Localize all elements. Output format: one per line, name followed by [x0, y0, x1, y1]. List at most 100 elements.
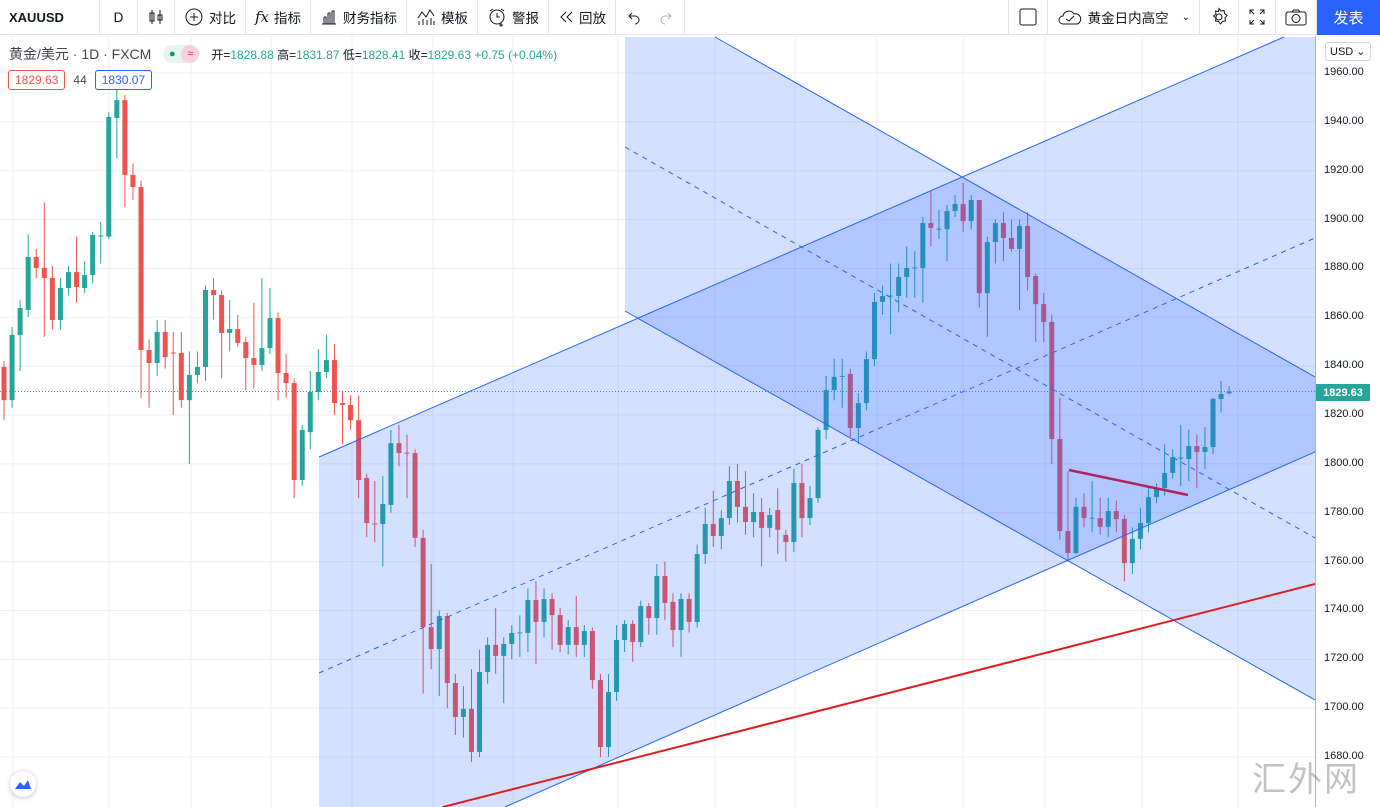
gear-icon	[1209, 7, 1229, 27]
candle-body	[904, 267, 910, 277]
templates-label: 模板	[441, 11, 469, 26]
candle-body	[775, 510, 781, 530]
candle	[372, 480, 378, 543]
financials-label: 财务指标	[343, 11, 398, 26]
interval-button[interactable]: D	[100, 0, 138, 35]
candle-body	[646, 606, 652, 619]
candle-body	[541, 598, 547, 622]
delayed-data-icon[interactable]: ≈	[181, 45, 200, 63]
high-label: 高=	[277, 47, 297, 62]
screenshot-button[interactable]	[1276, 0, 1317, 35]
candle	[9, 327, 15, 408]
candle-body	[912, 267, 918, 269]
candle	[920, 217, 926, 303]
compare-button[interactable]: 对比	[175, 0, 246, 35]
candle-body	[49, 277, 55, 320]
symbol-search-button[interactable]: XAUUSD	[0, 0, 100, 35]
settings-button[interactable]	[1200, 0, 1239, 35]
candle-body	[33, 256, 39, 268]
candle-body	[799, 482, 805, 519]
layout-name-label: 黄金日内高空	[1087, 11, 1169, 26]
candle	[146, 339, 152, 408]
candle-body	[283, 373, 289, 384]
candle	[307, 371, 313, 450]
candle	[855, 393, 861, 445]
buy-price-button[interactable]: 1830.07	[94, 70, 153, 90]
candle	[114, 90, 120, 159]
candle-body	[734, 480, 740, 507]
candle	[251, 302, 257, 389]
alert-button[interactable]: 警报	[478, 0, 550, 35]
candle	[178, 331, 184, 408]
candle-body	[243, 341, 249, 359]
candle	[710, 490, 716, 547]
candle	[1089, 480, 1095, 533]
candle	[1000, 212, 1006, 262]
chevron-down-icon: ⌄	[1181, 11, 1190, 23]
sell-price-button[interactable]: 1829.63	[8, 70, 66, 90]
price-chart[interactable]	[0, 36, 1315, 807]
candle-body	[1097, 518, 1103, 527]
candle-body	[9, 334, 15, 401]
candle-body	[638, 606, 644, 642]
candle	[871, 292, 877, 367]
candle-body	[1186, 446, 1192, 459]
templates-button[interactable]: 模板	[407, 0, 479, 35]
candle	[1194, 434, 1200, 489]
indicators-button[interactable]: fx 指标	[246, 0, 312, 35]
candle	[936, 209, 942, 240]
candle	[380, 476, 386, 567]
candle	[493, 608, 499, 674]
candle-body	[388, 443, 394, 505]
interval-label: D	[113, 9, 124, 25]
layout-select-button[interactable]	[1007, 0, 1048, 35]
candle	[831, 358, 837, 401]
redo-button[interactable]	[650, 0, 686, 35]
replay-button[interactable]: 回放	[549, 0, 617, 35]
candle-body	[694, 554, 700, 622]
candle	[847, 368, 853, 438]
candle	[90, 231, 96, 284]
candle	[960, 182, 966, 232]
candle-body	[533, 599, 539, 622]
candle	[315, 349, 321, 401]
candle-body	[1009, 237, 1014, 249]
candle-body	[364, 478, 370, 524]
candle-body	[839, 375, 845, 377]
publish-button[interactable]: 发表	[1317, 0, 1380, 35]
candle	[428, 564, 434, 670]
candle-body	[82, 275, 88, 288]
candle-body	[315, 372, 321, 393]
layout-name-button[interactable]: 黄金日内高空 ⌄	[1048, 0, 1200, 35]
candle-body	[573, 627, 579, 645]
candle-body	[98, 235, 104, 237]
current-price-label: 1829.63	[1316, 384, 1370, 401]
undo-button[interactable]	[616, 0, 650, 35]
candle	[557, 608, 563, 652]
candle-body	[525, 599, 531, 633]
price-axis[interactable]: 1960.00 1940.00 1920.00 1900.00 1880.00 1860.…	[1315, 36, 1380, 807]
candle	[807, 485, 813, 525]
financials-button[interactable]: 财务指标	[311, 0, 408, 35]
tradingview-logo-icon[interactable]	[10, 771, 36, 797]
candle	[203, 285, 208, 381]
candle	[984, 236, 990, 337]
drawings	[318, 36, 1315, 807]
candle	[49, 265, 55, 330]
candle	[340, 390, 346, 445]
candle	[1041, 292, 1047, 342]
fullscreen-button[interactable]	[1239, 0, 1276, 35]
candle	[718, 510, 724, 550]
candle-body	[654, 576, 660, 619]
candle	[904, 246, 910, 298]
candle-body	[41, 267, 47, 278]
currency-select[interactable]: USD ⌄	[1325, 42, 1371, 61]
chart-type-button[interactable]	[138, 0, 175, 35]
candle	[1057, 397, 1063, 540]
candle-body	[396, 443, 402, 454]
candle	[791, 468, 797, 552]
candle	[388, 429, 394, 513]
price-tick-label: 1920.00	[1324, 163, 1364, 176]
candle	[702, 507, 708, 565]
candle-body	[1057, 438, 1063, 532]
